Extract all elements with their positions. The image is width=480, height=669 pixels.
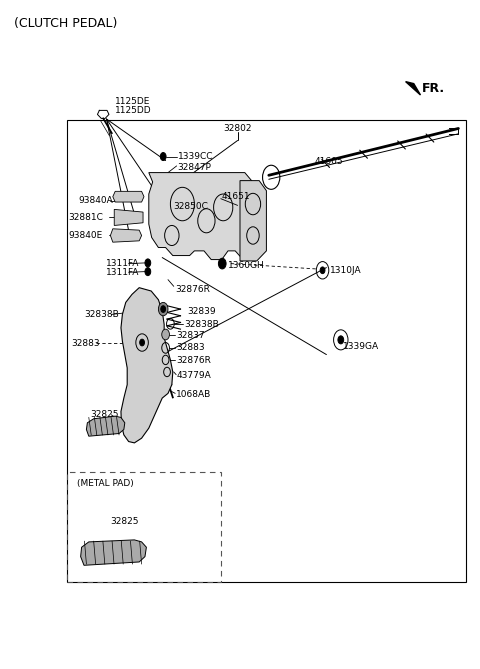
Text: FR.: FR. <box>421 82 444 95</box>
Text: 32802: 32802 <box>223 124 252 133</box>
Polygon shape <box>110 229 142 242</box>
Text: 41605: 41605 <box>314 157 343 167</box>
Text: 1125DD: 1125DD <box>115 106 152 115</box>
Circle shape <box>140 339 144 346</box>
Circle shape <box>162 329 169 340</box>
Text: 41651: 41651 <box>222 191 251 201</box>
Text: 32847P: 32847P <box>178 163 212 172</box>
Circle shape <box>158 302 168 316</box>
Text: 43779A: 43779A <box>176 371 211 381</box>
Text: 32876R: 32876R <box>176 356 211 365</box>
Text: 1311FA: 1311FA <box>106 268 139 277</box>
Circle shape <box>320 267 325 274</box>
Text: 93840A: 93840A <box>78 196 113 205</box>
Polygon shape <box>406 82 420 95</box>
Text: 32876R: 32876R <box>175 284 210 294</box>
Text: 32883: 32883 <box>71 339 100 349</box>
Circle shape <box>338 336 344 344</box>
Polygon shape <box>240 181 266 261</box>
Text: 32839: 32839 <box>187 306 216 316</box>
Text: (METAL PAD): (METAL PAD) <box>77 479 133 488</box>
Circle shape <box>218 258 226 269</box>
Text: 93840E: 93840E <box>69 231 103 240</box>
Text: (CLUTCH PEDAL): (CLUTCH PEDAL) <box>14 17 118 30</box>
Text: 32825: 32825 <box>90 410 119 419</box>
Text: 1068AB: 1068AB <box>176 390 211 399</box>
Polygon shape <box>121 288 173 443</box>
Bar <box>67 472 221 582</box>
Text: 32837: 32837 <box>176 330 205 340</box>
Circle shape <box>160 153 166 161</box>
Circle shape <box>161 306 166 312</box>
Text: 32838B: 32838B <box>84 310 119 319</box>
Polygon shape <box>81 540 146 565</box>
Text: 1339CC: 1339CC <box>178 152 213 161</box>
Text: 32881C: 32881C <box>69 213 104 222</box>
Text: 1311FA: 1311FA <box>106 259 139 268</box>
Text: 1125DE: 1125DE <box>115 97 151 106</box>
Circle shape <box>145 259 151 267</box>
Text: 32838B: 32838B <box>184 320 218 329</box>
Polygon shape <box>86 416 125 436</box>
Circle shape <box>145 268 151 276</box>
Bar <box>67 120 466 582</box>
Polygon shape <box>113 191 144 202</box>
Text: 1339GA: 1339GA <box>343 342 379 351</box>
Polygon shape <box>114 209 143 225</box>
Text: 1360GH: 1360GH <box>228 261 265 270</box>
Text: 32850C: 32850C <box>173 201 208 211</box>
Text: 32825: 32825 <box>110 517 139 527</box>
Text: 32883: 32883 <box>176 343 205 353</box>
Text: 1310JA: 1310JA <box>330 266 362 276</box>
Polygon shape <box>149 173 254 260</box>
